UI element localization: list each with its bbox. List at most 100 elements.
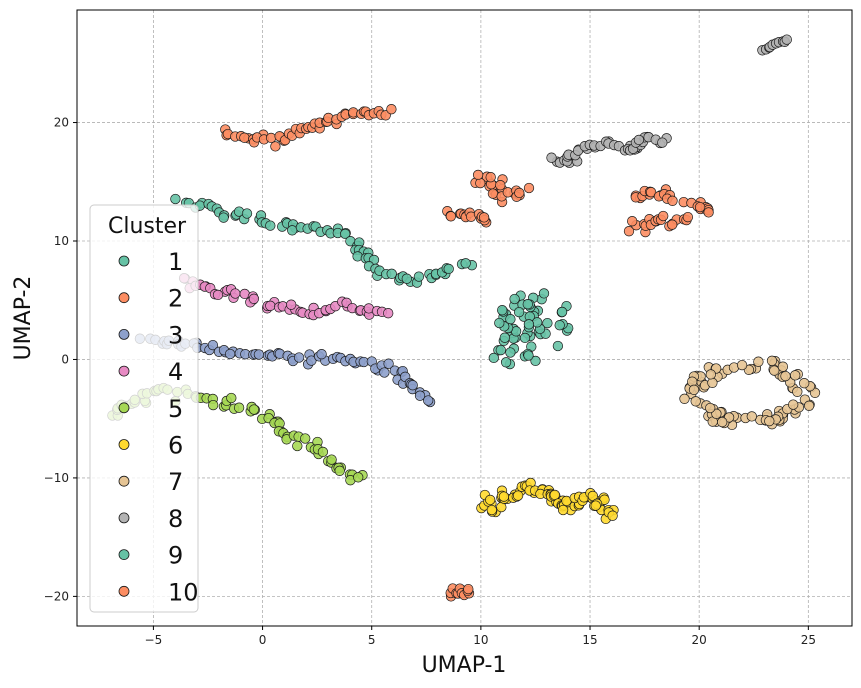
point-cluster-7 <box>746 411 757 422</box>
point-cluster-7 <box>753 356 764 367</box>
point-cluster-9 <box>495 344 506 356</box>
point-cluster-10 <box>495 180 506 191</box>
cluster-2-points <box>220 104 397 152</box>
point-cluster-3 <box>224 348 236 360</box>
point-cluster-7 <box>790 370 801 381</box>
point-cluster-3 <box>316 349 327 360</box>
point-cluster-7 <box>679 393 690 404</box>
point-cluster-1 <box>170 193 181 205</box>
cluster-9-points <box>488 288 574 370</box>
cluster-10-points <box>442 169 714 602</box>
point-cluster-2 <box>239 132 250 143</box>
point-cluster-1 <box>401 273 412 284</box>
point-cluster-3 <box>293 352 305 363</box>
x-tick-label: 20 <box>692 633 707 647</box>
point-cluster-3 <box>423 395 434 406</box>
point-cluster-6 <box>485 494 496 506</box>
legend-label-7: 7 <box>168 468 183 496</box>
point-cluster-9 <box>497 305 508 316</box>
legend-box <box>89 204 199 613</box>
point-cluster-1 <box>443 263 454 275</box>
cluster-4-points <box>178 273 394 321</box>
point-cluster-5 <box>233 402 245 413</box>
point-cluster-4 <box>383 308 394 319</box>
point-cluster-8 <box>633 134 645 146</box>
legend-label-8: 8 <box>168 505 183 533</box>
point-cluster-10 <box>667 219 678 230</box>
y-tick-label: 10 <box>54 234 69 248</box>
point-cluster-7 <box>788 399 799 410</box>
legend-label-10: 10 <box>168 578 199 606</box>
x-tick-label: 10 <box>473 633 488 647</box>
point-cluster-9 <box>494 317 505 329</box>
point-cluster-6 <box>557 504 569 516</box>
point-cluster-3 <box>379 367 390 378</box>
point-cluster-7 <box>688 384 700 395</box>
cluster-7-points <box>679 355 821 431</box>
x-tick-label: 15 <box>582 633 597 647</box>
point-cluster-9 <box>500 357 512 368</box>
point-cluster-9 <box>552 340 564 352</box>
legend-marker-9 <box>118 549 130 560</box>
point-cluster-5 <box>353 472 364 483</box>
point-cluster-5 <box>334 465 345 476</box>
point-cluster-6 <box>486 504 497 516</box>
point-cluster-10 <box>623 226 635 237</box>
point-cluster-1 <box>340 228 351 240</box>
point-cluster-2 <box>270 141 281 152</box>
point-cluster-10 <box>478 212 490 223</box>
point-cluster-9 <box>513 306 525 318</box>
point-cluster-7 <box>792 386 803 397</box>
point-cluster-10 <box>667 195 678 206</box>
data-points <box>107 34 821 602</box>
point-cluster-8 <box>781 34 792 45</box>
legend-label-6: 6 <box>168 432 183 460</box>
y-tick-label: −20 <box>44 589 69 603</box>
legend: Cluster 1 2 3 4 5 6 7 8 9 10 <box>89 204 199 613</box>
point-cluster-1 <box>241 208 253 219</box>
point-cluster-5 <box>226 392 237 404</box>
point-cluster-6 <box>590 500 601 511</box>
legend-marker-5 <box>118 402 130 414</box>
y-tick-label: 0 <box>61 352 69 366</box>
point-cluster-1 <box>265 220 276 231</box>
point-cluster-9 <box>556 306 568 318</box>
point-cluster-9 <box>530 355 541 367</box>
point-cluster-7 <box>736 359 748 371</box>
legend-marker-10 <box>118 585 130 597</box>
point-cluster-7 <box>777 361 789 372</box>
point-cluster-9 <box>509 293 520 305</box>
point-cluster-7 <box>717 416 728 428</box>
point-cluster-6 <box>607 510 618 521</box>
legend-marker-6 <box>118 439 130 450</box>
point-cluster-6 <box>549 489 560 501</box>
point-cluster-3 <box>207 339 219 351</box>
point-cluster-8 <box>657 137 668 148</box>
point-cluster-9 <box>523 350 534 361</box>
cluster-8-points <box>546 34 792 169</box>
legend-label-1: 1 <box>168 248 183 276</box>
point-cluster-1 <box>218 212 229 223</box>
legend-label-2: 2 <box>168 285 183 313</box>
point-cluster-2 <box>386 104 397 115</box>
point-cluster-7 <box>766 355 778 366</box>
point-cluster-10 <box>627 216 638 227</box>
point-cluster-5 <box>317 446 329 458</box>
legend-label-9: 9 <box>168 542 183 570</box>
point-cluster-10 <box>703 207 714 218</box>
point-cluster-10 <box>472 169 484 181</box>
y-tick-label: −10 <box>44 471 69 485</box>
point-cluster-3 <box>407 380 418 391</box>
point-cluster-6 <box>498 491 510 502</box>
point-cluster-5 <box>300 433 311 444</box>
point-cluster-7 <box>799 378 810 389</box>
point-cluster-5 <box>208 399 219 411</box>
legend-label-4: 4 <box>168 358 183 386</box>
point-cluster-5 <box>248 404 260 415</box>
point-cluster-4 <box>265 300 276 311</box>
point-cluster-9 <box>505 347 516 358</box>
point-cluster-9 <box>554 320 565 331</box>
y-tick-label: 20 <box>54 116 69 130</box>
